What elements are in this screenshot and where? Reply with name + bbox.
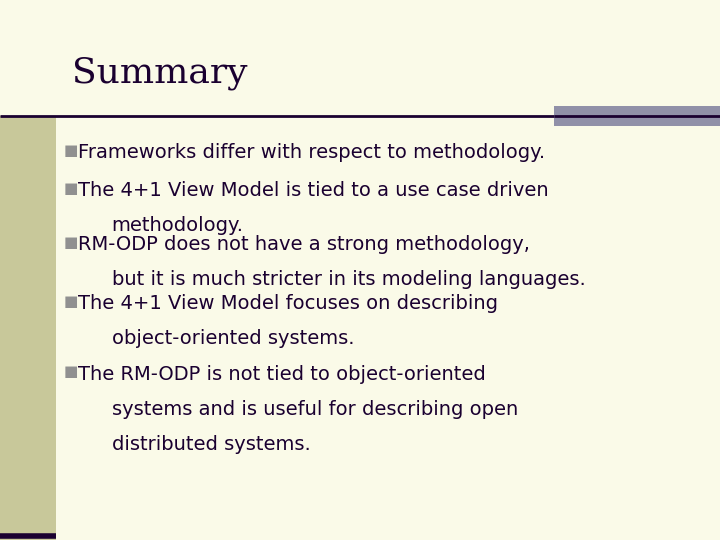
Text: RM-ODP does not have a strong methodology,: RM-ODP does not have a strong methodolog… xyxy=(78,235,530,254)
Text: distributed systems.: distributed systems. xyxy=(112,435,310,454)
Bar xyxy=(554,106,720,126)
Text: Frameworks differ with respect to methodology.: Frameworks differ with respect to method… xyxy=(78,143,545,162)
Text: The 4+1 View Model is tied to a use case driven: The 4+1 View Model is tied to a use case… xyxy=(78,181,549,200)
Text: ■: ■ xyxy=(63,294,78,309)
Text: Summary: Summary xyxy=(72,56,248,90)
Text: The RM-ODP is not tied to object-oriented: The RM-ODP is not tied to object-oriente… xyxy=(78,364,485,383)
Text: The 4+1 View Model focuses on describing: The 4+1 View Model focuses on describing xyxy=(78,294,498,313)
Text: ■: ■ xyxy=(63,235,78,250)
Text: ■: ■ xyxy=(63,181,78,196)
Bar xyxy=(0,116,56,540)
Text: ■: ■ xyxy=(63,364,78,380)
Text: but it is much stricter in its modeling languages.: but it is much stricter in its modeling … xyxy=(112,270,585,289)
Text: object-oriented systems.: object-oriented systems. xyxy=(112,329,354,348)
Text: systems and is useful for describing open: systems and is useful for describing ope… xyxy=(112,400,518,419)
Text: ■: ■ xyxy=(63,143,78,158)
Text: methodology.: methodology. xyxy=(112,216,243,235)
